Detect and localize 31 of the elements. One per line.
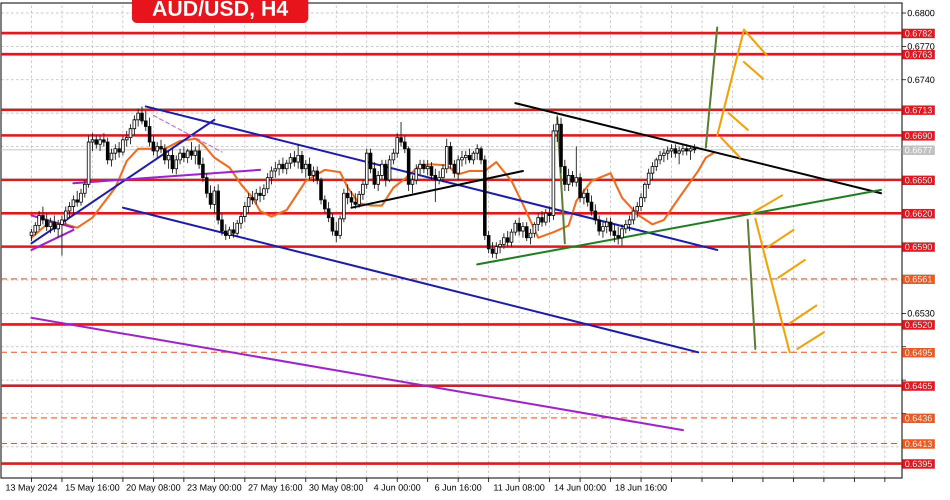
ref-line-label: 0.6713: [905, 106, 932, 114]
ref-line-label: 0.6650: [905, 177, 932, 184]
x-tick-label: 14 Jun 00:00: [554, 484, 606, 491]
x-tick-label: 27 May 16:00: [248, 484, 302, 492]
x-tick-label: 20 May 08:00: [126, 484, 180, 492]
x-tick-label: 6 Jun 16:00: [435, 484, 482, 491]
x-tick-label: 15 May 16:00: [66, 484, 120, 492]
ref-line-label: 0.6677: [905, 146, 932, 154]
ref-line-label: 0.6520: [905, 322, 932, 328]
x-tick-label: 4 Jun 00:00: [374, 484, 420, 491]
x-tick-label: 30 May 08:00: [309, 484, 364, 492]
x-tick-label: 23 May 00:00: [188, 484, 242, 492]
ref-line-label: 0.6763: [905, 51, 932, 58]
ref-line-label: 0.6413: [905, 440, 932, 447]
ref-line-label: 0.6465: [905, 382, 932, 390]
ref-line-label: 0.6620: [905, 210, 932, 217]
x-tick-label: 18 Jun 16:00: [616, 484, 667, 491]
y-tick-label: 0.6530: [908, 310, 934, 317]
ref-line-label: 0.6690: [905, 132, 932, 139]
y-tick-label: 0.6740: [908, 76, 934, 83]
ref-line-label: 0.6395: [905, 460, 932, 468]
ref-line-label: 0.6782: [905, 30, 932, 37]
chart-title: AUD/USD, H4: [152, 0, 288, 20]
ref-line-label: 0.6590: [905, 244, 932, 250]
ref-line-label: 0.6495: [905, 349, 932, 356]
y-tick-label: 0.6800: [908, 10, 934, 16]
x-tick-label: 13 May 2024: [6, 484, 58, 492]
y-tick-label: 0.6770: [908, 43, 934, 50]
x-tick-label: 11 Jun 08:00: [494, 484, 544, 491]
ref-line-label: 0.6561: [905, 276, 932, 282]
ref-line-label: 0.6436: [905, 415, 932, 422]
